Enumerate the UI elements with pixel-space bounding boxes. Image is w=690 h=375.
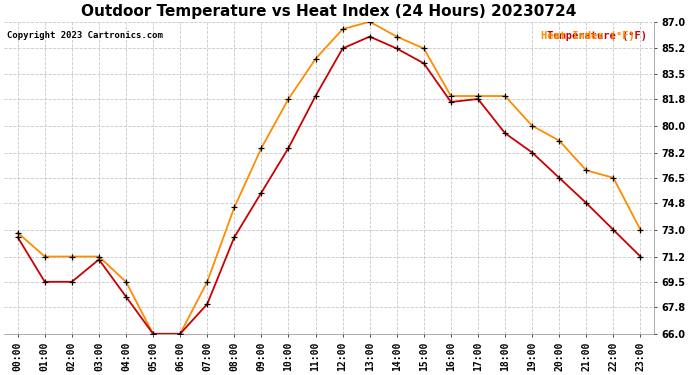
- Text: Temperature (°F): Temperature (°F): [547, 31, 647, 41]
- Title: Outdoor Temperature vs Heat Index (24 Hours) 20230724: Outdoor Temperature vs Heat Index (24 Ho…: [81, 4, 577, 19]
- Text: Heat Index (°F): Heat Index (°F): [541, 31, 647, 41]
- Text: Copyright 2023 Cartronics.com: Copyright 2023 Cartronics.com: [8, 31, 164, 40]
